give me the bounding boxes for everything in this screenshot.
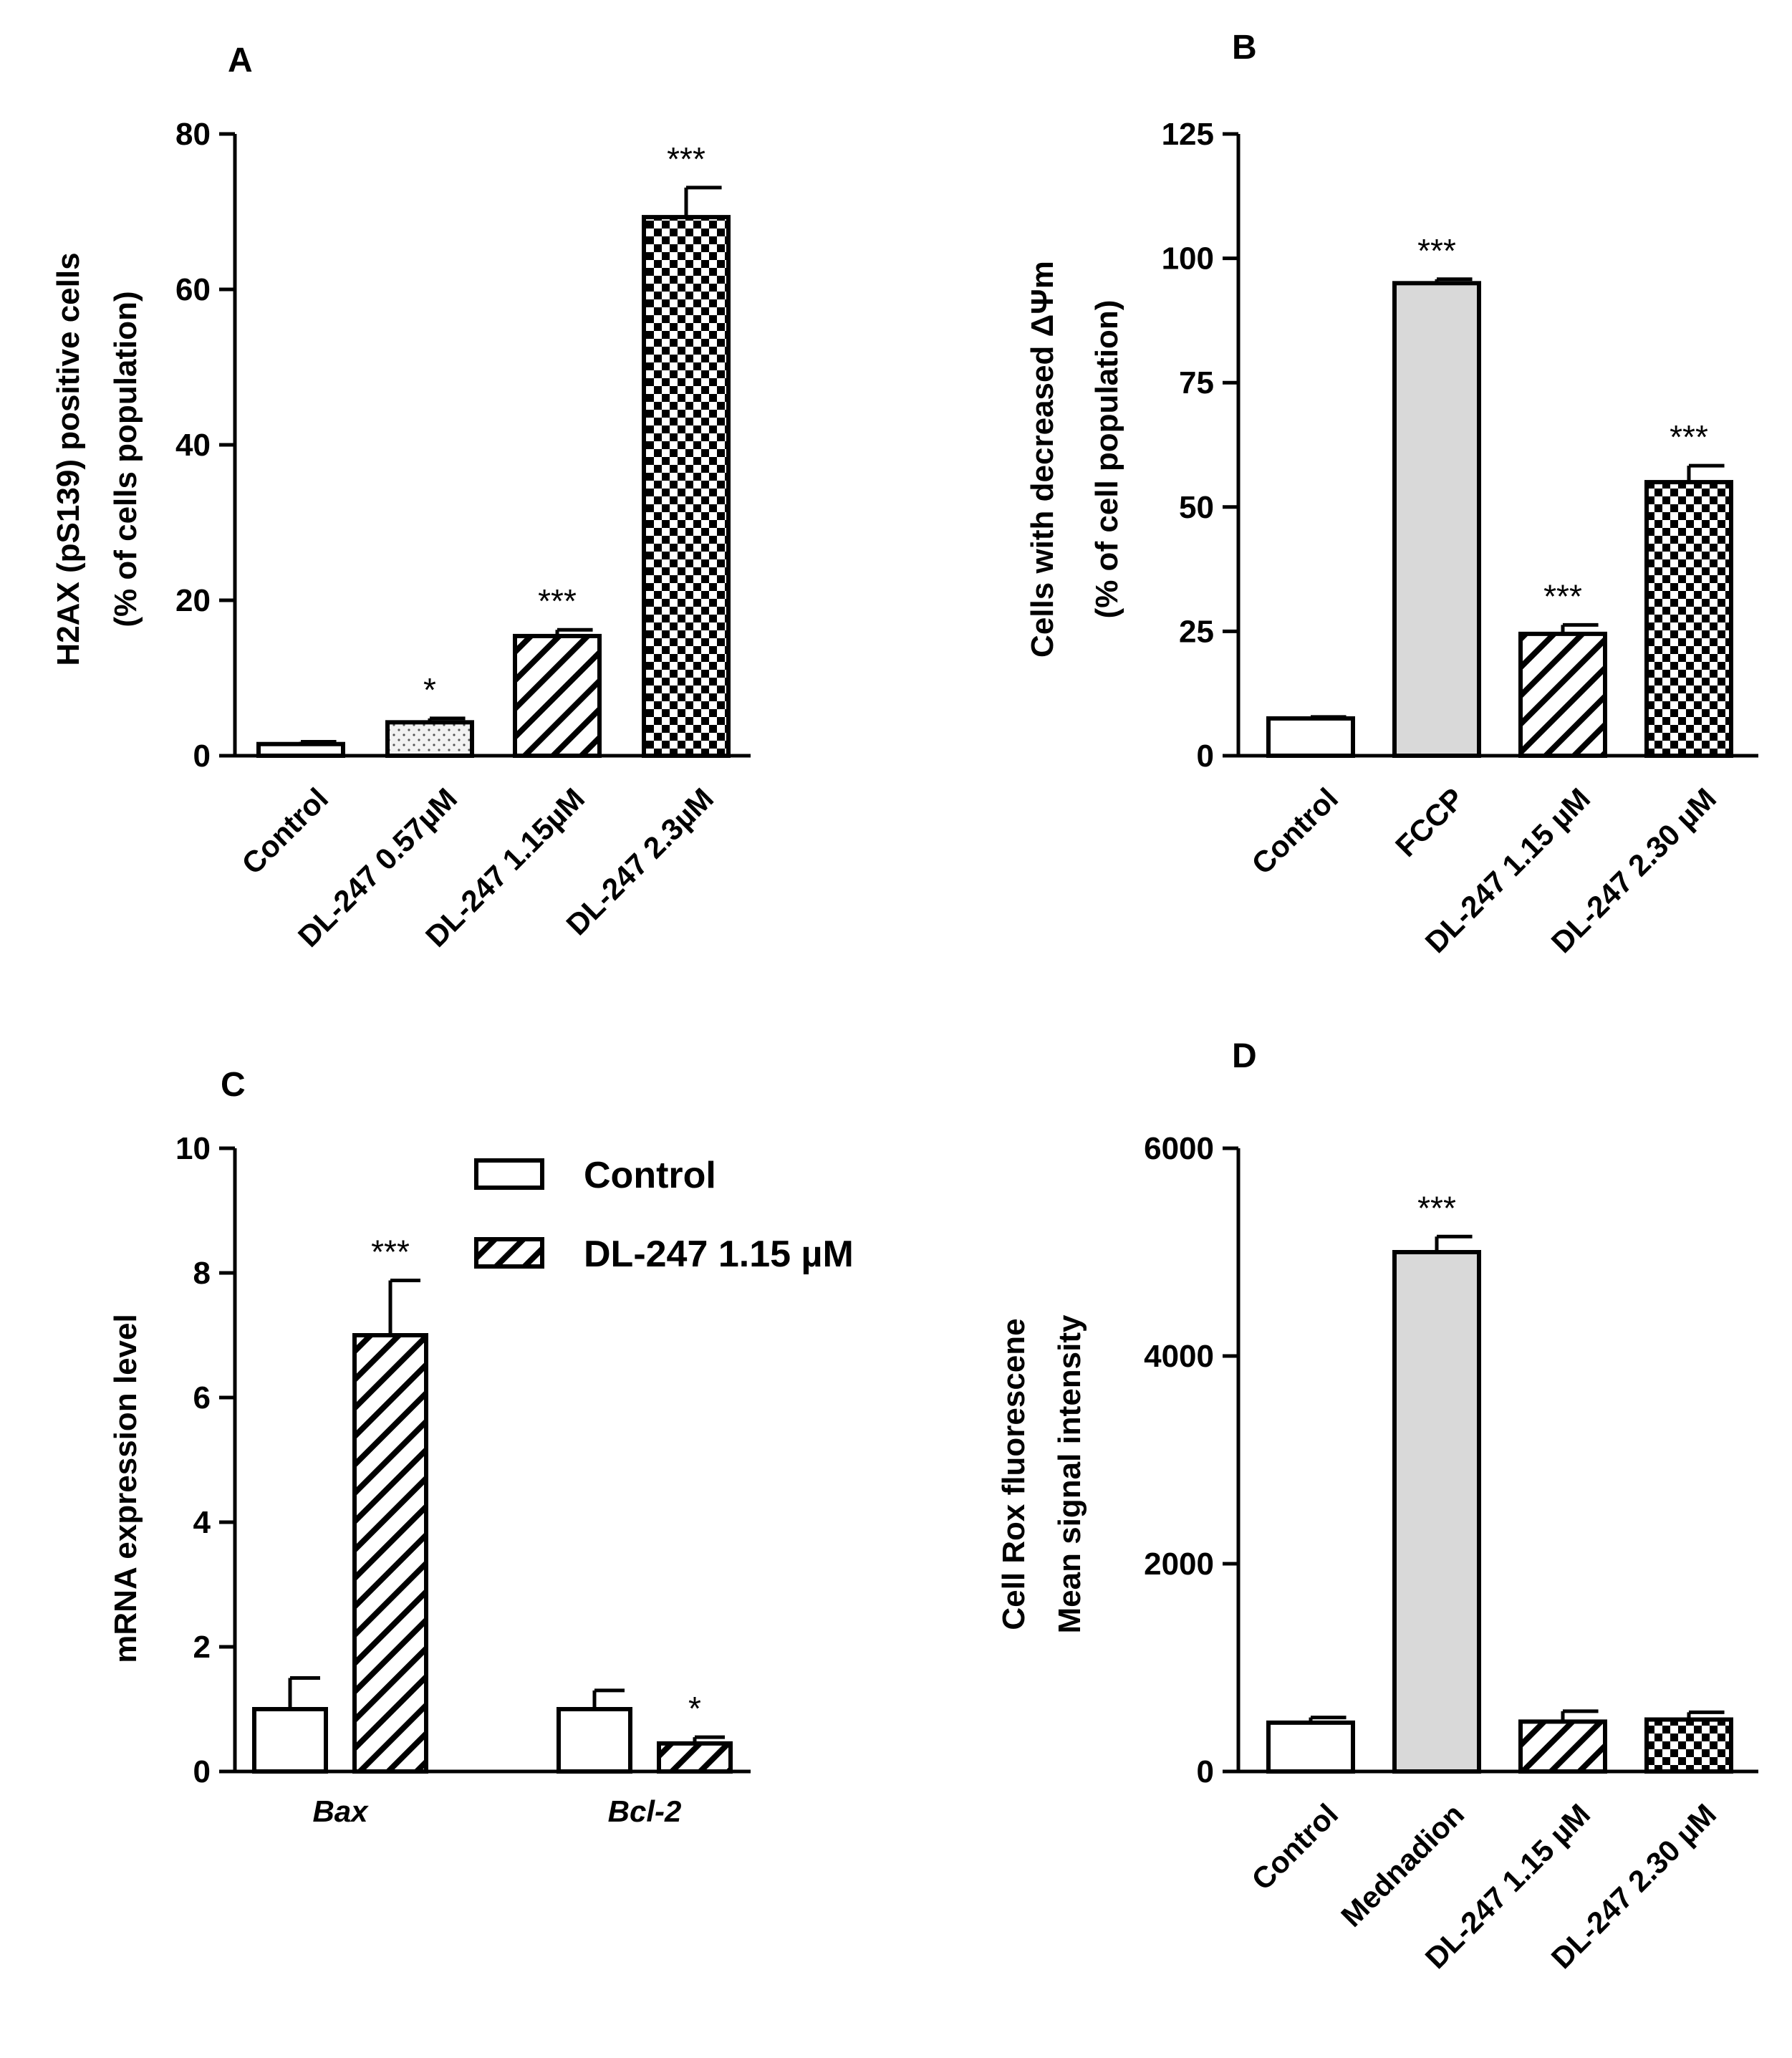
y-tick-label: 10 <box>175 1131 211 1166</box>
y-tick-label: 125 <box>1162 117 1214 152</box>
y-axis-title: (% of cell population) <box>1089 300 1124 619</box>
significance-label: *** <box>371 1233 410 1270</box>
bar <box>657 1741 733 1774</box>
bar <box>1518 631 1607 759</box>
bar <box>1644 480 1733 759</box>
y-tick-label: 2000 <box>1144 1547 1214 1582</box>
bar <box>1266 716 1355 758</box>
y-axis-title: H2AX (pS139) positive cells <box>51 252 86 665</box>
y-tick-label: 75 <box>1179 365 1214 400</box>
panel-letter: D <box>1232 1037 1257 1075</box>
significance-label: *** <box>1417 232 1456 269</box>
legend-label: DL-247 1.15 µM <box>584 1234 854 1275</box>
bar <box>1644 1717 1733 1774</box>
significance-label: *** <box>1543 577 1582 615</box>
panel-letter: A <box>228 42 253 80</box>
panel-letter: B <box>1232 29 1257 67</box>
bar <box>385 720 474 758</box>
bar <box>1392 281 1481 758</box>
bar <box>557 1707 632 1774</box>
panel-letter: C <box>221 1066 246 1104</box>
significance-label: *** <box>667 140 705 178</box>
y-tick-label: 50 <box>1179 490 1214 525</box>
y-tick-label: 0 <box>1197 1754 1214 1789</box>
y-axis-title: Mean signal intensity <box>1052 1314 1087 1634</box>
x-category-label: Bax <box>312 1794 369 1828</box>
y-tick-label: 6 <box>193 1380 211 1415</box>
y-axis-title: mRNA expression level <box>108 1314 143 1663</box>
y-axis-title: (% of cells population) <box>108 291 143 627</box>
y-tick-label: 0 <box>1197 739 1214 774</box>
bar <box>1266 1720 1355 1774</box>
legend-swatch <box>474 1237 544 1269</box>
bar <box>256 741 345 758</box>
y-tick-label: 80 <box>175 117 211 152</box>
y-tick-label: 60 <box>175 272 211 307</box>
x-category-label: Control <box>1245 1797 1344 1897</box>
bar <box>352 1333 428 1774</box>
bar <box>252 1707 328 1774</box>
x-category-label: FCCP <box>1389 782 1470 863</box>
y-tick-label: 0 <box>193 1754 211 1789</box>
legend-swatch <box>474 1158 544 1190</box>
y-tick-label: 20 <box>175 583 211 618</box>
y-tick-label: 40 <box>175 428 211 463</box>
significance-label: *** <box>1670 418 1708 456</box>
y-tick-label: 0 <box>193 739 211 774</box>
bar <box>1392 1250 1481 1774</box>
bar <box>1518 1719 1607 1774</box>
x-category-label: Control <box>235 782 334 881</box>
y-tick-label: 6000 <box>1144 1131 1214 1166</box>
significance-label: * <box>423 671 436 708</box>
y-axis-title: Cell Rox fluorescene <box>996 1318 1031 1630</box>
legend-label: Control <box>584 1155 716 1196</box>
y-tick-label: 25 <box>1179 614 1214 649</box>
bar <box>642 215 731 759</box>
bar <box>513 633 602 758</box>
y-axis-title: Cells with decreased ΔΨm <box>1025 261 1060 658</box>
x-category-label: Control <box>1245 782 1344 881</box>
x-category-label: Mednadion <box>1334 1797 1470 1933</box>
significance-label: *** <box>1417 1189 1456 1226</box>
significance-label: *** <box>538 582 577 620</box>
y-tick-label: 100 <box>1162 241 1214 277</box>
x-category-label: Bcl-2 <box>608 1794 682 1828</box>
y-tick-label: 4000 <box>1144 1339 1214 1374</box>
significance-label: * <box>688 1690 701 1727</box>
y-tick-label: 2 <box>193 1630 211 1665</box>
y-tick-label: 4 <box>193 1505 211 1540</box>
y-tick-label: 8 <box>193 1256 211 1291</box>
